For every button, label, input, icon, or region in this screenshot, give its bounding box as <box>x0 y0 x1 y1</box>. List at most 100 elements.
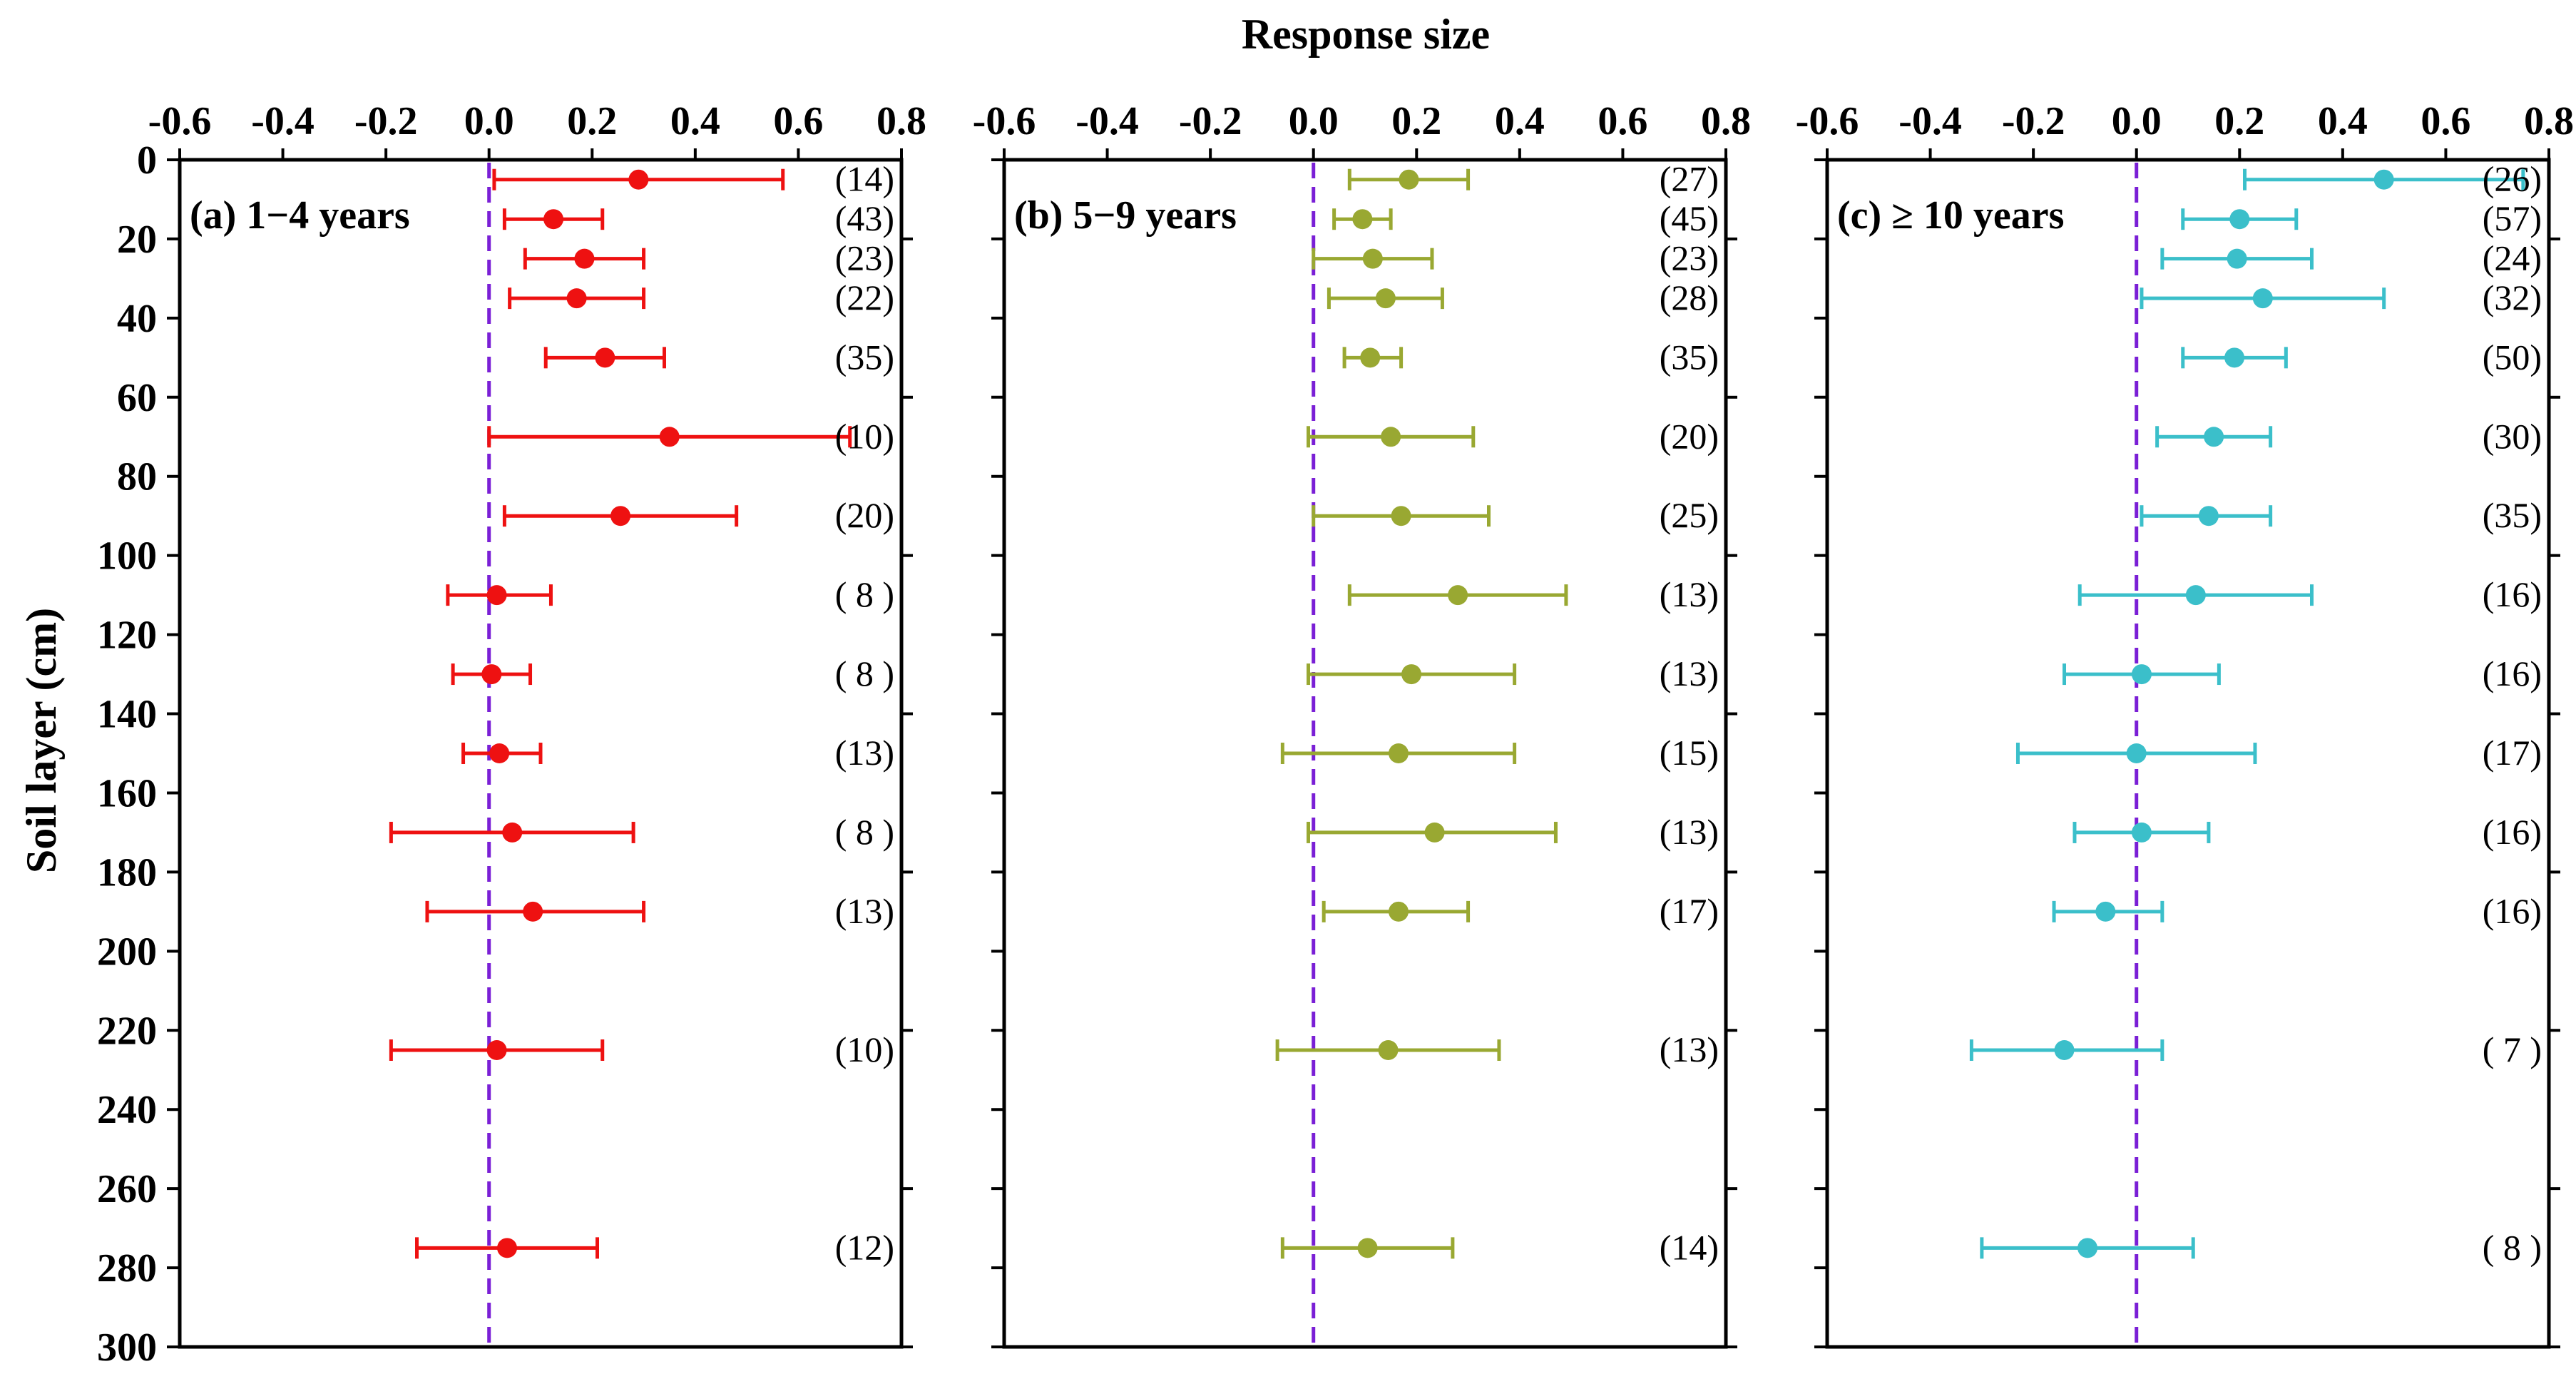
mean-point <box>2252 288 2273 309</box>
mean-point <box>2095 901 2116 922</box>
x-tick-label: 0.4 <box>1495 99 1545 143</box>
mean-point <box>1352 209 1373 230</box>
mean-point <box>486 1040 507 1060</box>
x-tick-label: 0.0 <box>1289 99 1339 143</box>
x-tick-label: -0.4 <box>1898 99 1962 143</box>
mean-point <box>1357 1238 1378 1258</box>
sample-size-label: ( 7 ) <box>2483 1029 2542 1069</box>
x-tick-label: -0.6 <box>148 99 212 143</box>
y-tick-label: 0 <box>137 138 157 183</box>
sample-size-label: (13) <box>1660 574 1719 614</box>
sample-size-label: (20) <box>835 495 894 535</box>
panel-3: -0.6 -0.4 -0.2 0.0 0.2 0.4 0.6 0.8 (c) ≥ 10 year… <box>1796 99 2574 1349</box>
panels: -0.6 -0.4 -0.2 0.0 0.2 0.4 0.6 0.8 0 20 40 60 80 100 1… <box>97 99 2574 1370</box>
mean-point <box>543 209 564 230</box>
sample-size-label: (12) <box>835 1227 894 1267</box>
sample-size-label: (13) <box>1660 653 1719 693</box>
sample-size-label: (23) <box>1660 238 1719 278</box>
x-tick-label: 0.6 <box>2421 99 2470 143</box>
mean-point <box>2054 1040 2075 1060</box>
panel-label: (b) 5−9 years <box>1014 193 1237 238</box>
y-tick-label: 100 <box>97 534 157 579</box>
mean-point <box>610 506 631 526</box>
x-tick-label: 0.0 <box>2112 99 2162 143</box>
y-tick-label: 260 <box>97 1167 157 1211</box>
x-tick-label: -0.6 <box>1796 99 1859 143</box>
mean-point <box>595 347 615 368</box>
x-tick-label: 0.2 <box>567 99 617 143</box>
x-tick-label: -0.2 <box>1179 99 1242 143</box>
y-tick-label: 120 <box>97 614 157 658</box>
sample-size-label: (17) <box>2483 733 2542 773</box>
y-tick-label: 280 <box>97 1246 157 1291</box>
sample-size-label: (16) <box>2483 653 2542 693</box>
sample-size-label: (16) <box>2483 574 2542 614</box>
panel-label: (c) ≥ 10 years <box>1837 193 2064 238</box>
mean-point <box>1391 506 1411 526</box>
sample-size-label: (17) <box>1660 891 1719 931</box>
x-tick-label: 0.6 <box>773 99 823 143</box>
x-tick-label: -0.6 <box>973 99 1036 143</box>
x-tick-label: -0.2 <box>354 99 418 143</box>
panel-label: (a) 1−4 years <box>190 193 410 238</box>
x-tick-label: 0.6 <box>1598 99 1647 143</box>
sample-size-label: (13) <box>835 733 894 773</box>
sample-size-label: (16) <box>2483 891 2542 931</box>
sample-size-label: (35) <box>1660 337 1719 377</box>
y-tick-label: 20 <box>117 218 157 262</box>
y-tick-label: 300 <box>97 1326 157 1370</box>
sample-size-label: (32) <box>2483 278 2542 317</box>
mean-point <box>1381 427 1401 447</box>
mean-point <box>2229 209 2250 230</box>
y-tick-label: 60 <box>117 376 157 420</box>
mean-point <box>1362 248 1383 269</box>
mean-point <box>1448 585 1468 606</box>
sample-size-label: (24) <box>2483 238 2542 278</box>
sample-size-label: (13) <box>1660 812 1719 852</box>
sample-size-label: (15) <box>1660 733 1719 773</box>
sample-size-label: (28) <box>1660 278 1719 317</box>
y-tick-label: 220 <box>97 1009 157 1053</box>
sample-size-label: (35) <box>835 337 894 377</box>
sample-size-label: (14) <box>1660 1227 1719 1267</box>
mean-point <box>2204 427 2224 447</box>
mean-point <box>566 288 587 309</box>
sample-size-label: (50) <box>2483 337 2542 377</box>
mean-point <box>1424 822 1445 843</box>
x-tick-label: 0.0 <box>464 99 514 143</box>
mean-point <box>1401 664 1422 685</box>
y-tick-label: 200 <box>97 930 157 974</box>
panel-frame <box>1002 158 1728 1349</box>
y-axis-title: Soil layer (cm) <box>18 608 65 873</box>
mean-point <box>628 169 649 190</box>
panel-2: -0.6 -0.4 -0.2 0.0 0.2 0.4 0.6 0.8 (b) 5−9 years… <box>973 99 1751 1349</box>
mean-point <box>1388 743 1409 763</box>
sample-size-label: (22) <box>835 278 894 317</box>
mean-point <box>2373 169 2394 190</box>
x-tick-label: -0.4 <box>1075 99 1139 143</box>
y-tick-label: 180 <box>97 850 157 895</box>
sample-size-label: (13) <box>1660 1029 1719 1069</box>
y-tick-label: 140 <box>97 693 157 737</box>
x-tick-label: 0.4 <box>670 99 720 143</box>
y-tick-label: 40 <box>117 297 157 341</box>
sample-size-label: (16) <box>2483 812 2542 852</box>
sample-size-label: (10) <box>835 1029 894 1069</box>
mean-point <box>497 1238 518 1258</box>
panel-frame <box>178 158 904 1349</box>
mean-point <box>1378 1040 1399 1060</box>
sample-size-label: ( 8 ) <box>835 653 894 693</box>
sample-size-label: (25) <box>1660 495 1719 535</box>
sample-size-label: (45) <box>1660 198 1719 238</box>
mean-point <box>1360 347 1381 368</box>
mean-point <box>489 743 510 763</box>
sample-size-label: (20) <box>1660 416 1719 456</box>
sample-size-label: (30) <box>2483 416 2542 456</box>
mean-point <box>574 248 595 269</box>
figure-title: Response size <box>1242 11 1490 58</box>
x-tick-label: -0.2 <box>2002 99 2065 143</box>
sample-size-label: (23) <box>835 238 894 278</box>
x-tick-label: 0.8 <box>1701 99 1751 143</box>
y-tick-label: 80 <box>117 455 157 499</box>
sample-size-label: (13) <box>835 891 894 931</box>
